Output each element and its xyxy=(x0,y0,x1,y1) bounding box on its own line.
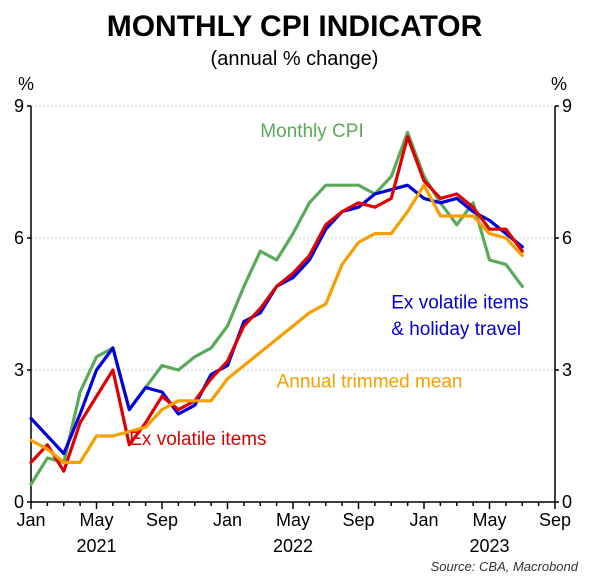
chart-title: MONTHLY CPI INDICATOR xyxy=(107,10,483,43)
x-tick-label: Sep xyxy=(342,510,374,530)
series-line-annual-trimmed-mean xyxy=(29,183,524,464)
x-tick-label: May xyxy=(472,510,506,530)
series-annotation-2: Annual trimmed mean xyxy=(277,372,463,393)
year-label: 2021 xyxy=(76,536,116,556)
x-tick-label: Jan xyxy=(213,510,242,530)
x-tick-label: May xyxy=(79,510,113,530)
grid-layer xyxy=(31,105,555,371)
y-unit-right: % xyxy=(551,74,567,94)
y-tick-label-right: 6 xyxy=(562,228,572,248)
x-tick-label: Sep xyxy=(146,510,178,530)
x-tick-label: Jan xyxy=(16,510,45,530)
year-label: 2022 xyxy=(273,536,313,556)
y-tick-label-left: 0 xyxy=(14,492,24,512)
x-tick-label: Jan xyxy=(409,510,438,530)
y-tick-label-left: 9 xyxy=(14,96,24,116)
x-tick-label: May xyxy=(276,510,310,530)
series-annotation-4: & holiday travel xyxy=(391,319,521,340)
series-layer xyxy=(29,130,524,486)
y-tick-label-right: 9 xyxy=(562,96,572,116)
series-annotation-1: Ex volatile items xyxy=(129,429,266,450)
annotation-layer: Monthly CPI Ex volatile items Annual trimm… xyxy=(129,121,528,450)
axis-layer: 0 0 3 3 6 6 9 9 Jan May Sep Jan May Sep Jan May Sep 2021 2… xyxy=(14,96,572,556)
series-annotation-0: Monthly CPI xyxy=(260,121,363,142)
y-tick-label-right: 0 xyxy=(562,492,572,512)
y-unit-left: % xyxy=(18,74,34,94)
series-line-ex-volatile-items xyxy=(29,135,524,473)
series-annotation-3: Ex volatile items xyxy=(391,292,528,313)
y-tick-label-right: 3 xyxy=(562,360,572,380)
chart-subtitle: (annual % change) xyxy=(211,48,379,70)
year-label: 2023 xyxy=(469,536,509,556)
source-note: Source: CBA, Macrobond xyxy=(431,559,579,574)
x-tick-label: Sep xyxy=(539,510,571,530)
y-tick-label-left: 3 xyxy=(14,360,24,380)
y-tick-label-left: 6 xyxy=(14,228,24,248)
